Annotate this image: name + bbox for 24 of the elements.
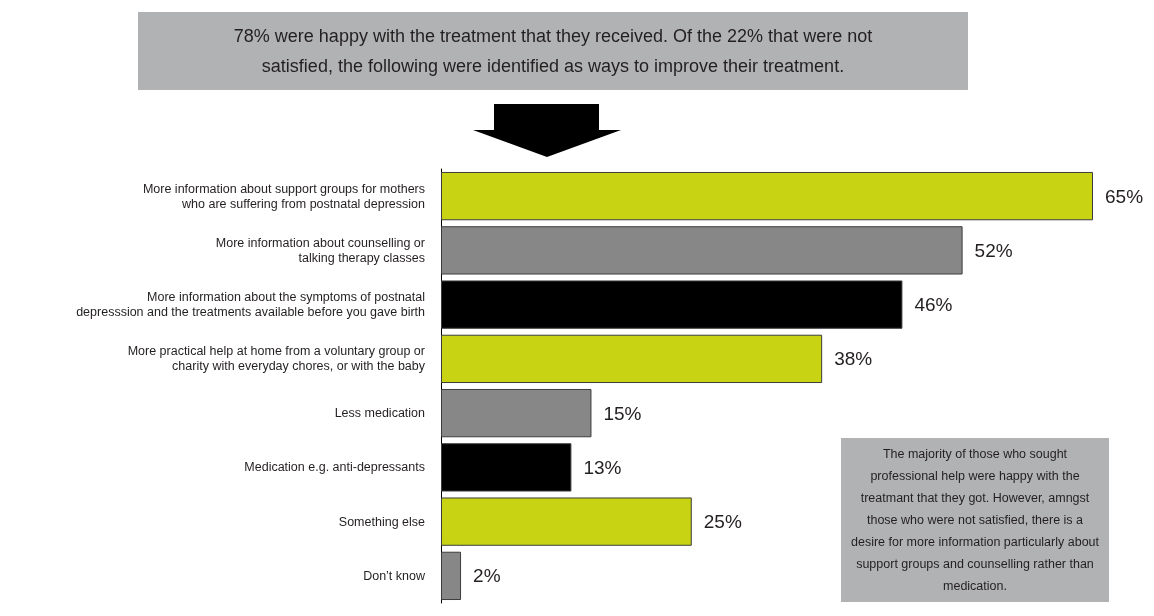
y-tick-label: More information about support groups for mothers who are suffering from postnatal depression — [142, 181, 426, 211]
data-label: 65% — [1105, 185, 1144, 207]
y-tick-label: More information about counselling or talking therapy classes — [215, 235, 425, 265]
chart-title: 78% were happy with the treatment that they received. Of the 22% that were not satisfied, the following were identified as ways to improve their treatment. — [138, 12, 968, 90]
data-label: 2% — [473, 565, 501, 587]
y-tick-label: Don’t know — [363, 568, 426, 583]
bar — [441, 334, 823, 384]
y-tick-label: Less medication — [334, 406, 426, 421]
data-label: 46% — [914, 294, 953, 316]
y-tick-label: More practical help at home from a voluntary group or charity with everyday chores, or with the baby — [127, 344, 426, 374]
data-label: 52% — [974, 239, 1013, 261]
data-label: 25% — [703, 511, 742, 533]
y-tick-label: Something else — [338, 514, 426, 529]
bar — [441, 388, 592, 438]
data-label: 38% — [834, 348, 873, 370]
data-label: 15% — [603, 402, 642, 424]
y-tick-label: More information about the symptoms of postnatal depresssion and the treatments available before you gave birth — [76, 290, 426, 320]
bar — [441, 551, 462, 601]
y-tick-label: Medication e.g. anti-depressants — [244, 460, 425, 475]
bar — [441, 497, 692, 546]
bar — [441, 226, 963, 275]
annotation: The majority of those who sought professional help were happy with the treatmant that they got. However, amngst those who were not satisfied, there is a desire for more information particularly about support groups and counselling rather than medication. — [841, 438, 1109, 602]
bar — [441, 171, 1093, 221]
data-label: 13% — [583, 456, 622, 478]
